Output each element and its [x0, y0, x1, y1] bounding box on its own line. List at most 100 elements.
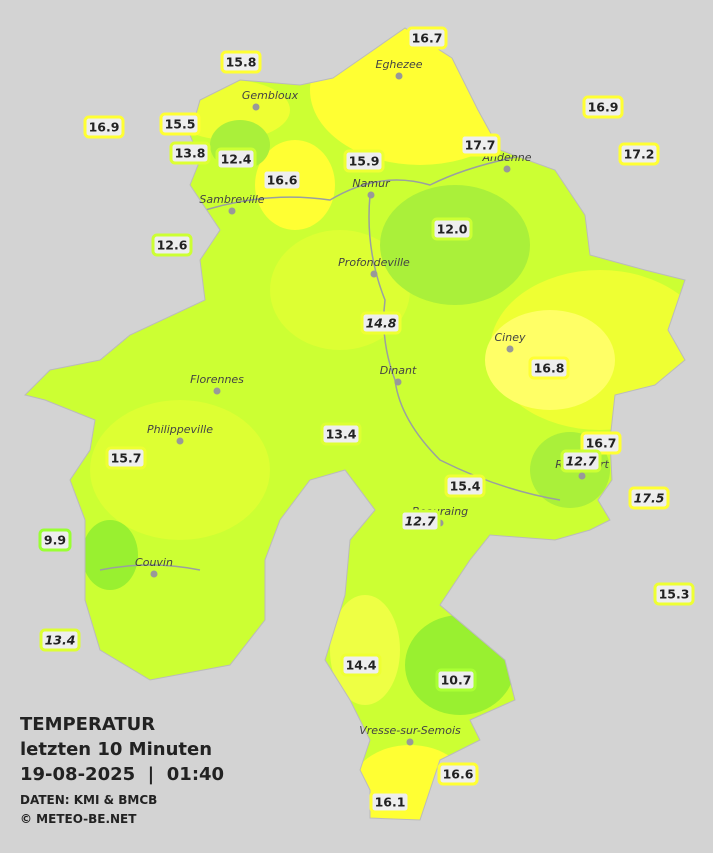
place-label: Couvin [135, 556, 173, 569]
place-dot [395, 72, 403, 80]
station-box [459, 133, 501, 157]
station-box [618, 142, 660, 166]
station-value: 14.8 [366, 316, 397, 331]
station-value: 15.8 [226, 55, 257, 70]
place-dot [394, 378, 402, 386]
station-value: 16.7 [586, 436, 617, 451]
station-box [560, 449, 602, 473]
station-value: 16.9 [89, 120, 120, 135]
station: 17.2 [618, 142, 660, 166]
copyright: © METEO-BE.NET [20, 812, 137, 826]
station-box [169, 141, 211, 165]
place-label: Florennes [190, 373, 244, 386]
station: 16.7 [406, 26, 448, 50]
station: 15.7 [105, 446, 147, 470]
place-dot [228, 207, 236, 215]
station: 12.0 [431, 217, 473, 241]
station-box [320, 422, 362, 446]
station-box [399, 509, 441, 533]
station-value: 13.8 [175, 146, 206, 161]
place-label: Ciney [495, 331, 526, 344]
station-value: 15.7 [111, 451, 142, 466]
place-label: Gembloux [242, 89, 299, 102]
station-box [435, 668, 477, 692]
station-value: 17.7 [465, 138, 496, 153]
station-value: 17.2 [624, 147, 655, 162]
place-label: Profondeville [338, 256, 410, 269]
source: DATEN: KMI & BMCB [20, 793, 157, 807]
place-dot [367, 191, 375, 199]
place-label: Philippeville [147, 423, 213, 436]
station: 12.7 [399, 509, 441, 533]
place-dot [370, 270, 378, 278]
station-value: 13.4 [45, 633, 76, 648]
station: 14.8 [360, 311, 402, 335]
station-box [369, 790, 411, 814]
station: 17.5 [628, 486, 670, 510]
station-value: 9.9 [44, 533, 66, 548]
station: 12.6 [151, 233, 193, 257]
station: 16.9 [83, 115, 125, 139]
station: 15.3 [653, 582, 695, 606]
station-box [38, 528, 72, 552]
station-value: 12.4 [221, 152, 252, 167]
place-dot [150, 570, 158, 578]
station-value: 12.0 [437, 222, 468, 237]
station: 15.4 [444, 474, 486, 498]
station-box [653, 582, 695, 606]
station: 14.4 [340, 653, 382, 677]
station-box [151, 233, 193, 257]
station-value: 16.8 [534, 361, 565, 376]
station-value: 15.5 [165, 117, 196, 132]
legend-header: TEMPERATUR letzten 10 Minuten 19-08-2025… [20, 714, 224, 826]
place-label: Namur [352, 177, 391, 190]
place-dot [176, 437, 184, 445]
station: 15.5 [159, 112, 201, 136]
station-box [360, 311, 402, 335]
station-box [220, 50, 262, 74]
station-value: 16.6 [443, 767, 474, 782]
place-dot [406, 738, 414, 746]
station: 15.9 [343, 149, 385, 173]
station: 16.6 [437, 762, 479, 786]
station-box [159, 112, 201, 136]
station-box [406, 26, 448, 50]
station: 9.9 [38, 528, 72, 552]
station-value: 13.4 [326, 427, 357, 442]
station: 16.6 [261, 168, 303, 192]
station-box [340, 653, 382, 677]
period: letzten 10 Minuten [20, 739, 212, 760]
station-box [431, 217, 473, 241]
station-box [39, 628, 81, 652]
station-value: 15.4 [450, 479, 481, 494]
station: 12.4 [215, 147, 257, 171]
station-box [215, 147, 257, 171]
timestamp: 19-08-2025 | 01:40 [20, 764, 224, 785]
station-box [628, 486, 670, 510]
station: 16.8 [528, 356, 570, 380]
station-value: 16.9 [588, 100, 619, 115]
station: 10.7 [435, 668, 477, 692]
station: 13.4 [320, 422, 362, 446]
station-box [105, 446, 147, 470]
station: 16.9 [582, 95, 624, 119]
station: 13.4 [39, 628, 81, 652]
station-box [528, 356, 570, 380]
station: 17.7 [459, 133, 501, 157]
station-value: 12.6 [157, 238, 188, 253]
place-dot [252, 103, 260, 111]
station-box [343, 149, 385, 173]
station-value: 16.1 [375, 795, 406, 810]
station: 16.1 [369, 790, 411, 814]
place-dot [213, 387, 221, 395]
station: 13.8 [169, 141, 211, 165]
place-dot [578, 472, 586, 480]
station-value: 16.6 [267, 173, 298, 188]
place-dot [503, 165, 511, 173]
station-value: 17.5 [634, 491, 665, 506]
station-box [444, 474, 486, 498]
station: 12.7 [560, 449, 602, 473]
station-box [582, 95, 624, 119]
station-box [261, 168, 303, 192]
